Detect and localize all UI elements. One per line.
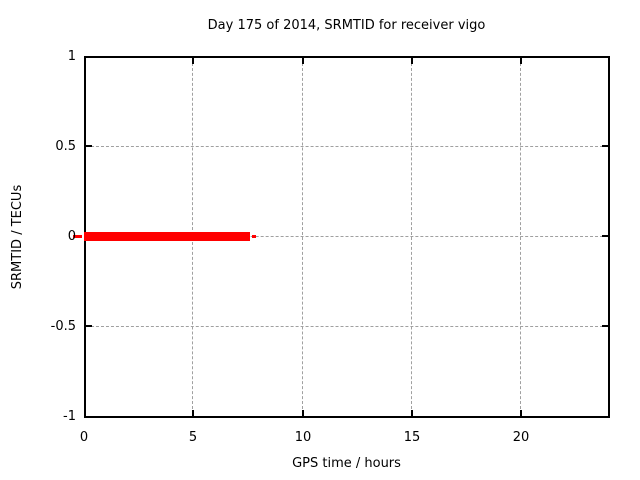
gridline-y-neg0p5 — [86, 326, 608, 327]
series-line-tail — [252, 235, 256, 238]
series-line-start-cap — [73, 235, 82, 238]
xtick-label-5: 5 — [188, 430, 198, 445]
tick-bottom-10 — [302, 410, 304, 416]
ytick-label-neg0p5: -0.5 — [50, 319, 76, 334]
ytick-label-neg1: -1 — [63, 409, 76, 424]
gridline-y-0 — [86, 236, 608, 237]
ytick-label-0p5: 0.5 — [55, 139, 76, 154]
xtick-label-15: 15 — [403, 430, 421, 445]
tick-top-10 — [302, 58, 304, 64]
tick-right-neg0p5 — [602, 325, 608, 327]
series-line — [84, 232, 250, 241]
xtick-label-0: 0 — [79, 430, 89, 445]
tick-bottom-20 — [520, 410, 522, 416]
xtick-label-20: 20 — [512, 430, 530, 445]
tick-left-neg0p5 — [86, 325, 92, 327]
tick-left-0p5 — [86, 145, 92, 147]
chart-title: Day 175 of 2014, SRMTID for receiver vig… — [207, 18, 486, 33]
tick-bottom-15 — [411, 410, 413, 416]
tick-top-15 — [411, 58, 413, 64]
tick-right-0p5 — [602, 145, 608, 147]
tick-top-20 — [520, 58, 522, 64]
tick-bottom-5 — [192, 410, 194, 416]
ytick-label-1: 1 — [67, 49, 76, 64]
x-axis-label: GPS time / hours — [292, 456, 401, 471]
gridline-y-0p5 — [86, 146, 608, 147]
ytick-label-0: 0 — [67, 229, 76, 244]
tick-right-0 — [602, 235, 608, 237]
xtick-label-10: 10 — [294, 430, 312, 445]
tick-top-5 — [192, 58, 194, 64]
